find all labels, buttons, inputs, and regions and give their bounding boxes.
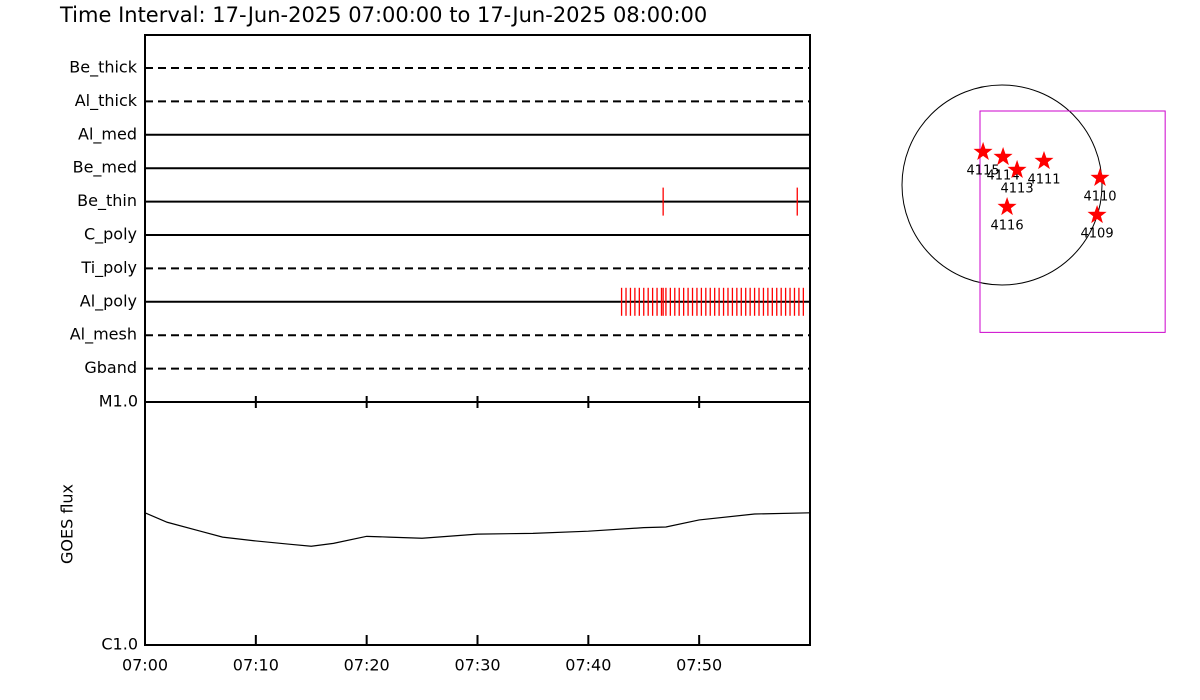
row-label: Al_poly	[80, 291, 137, 311]
row-label: Al_med	[78, 124, 137, 144]
active-region	[1034, 151, 1054, 170]
y-tick-label: M1.0	[99, 392, 138, 411]
x-tick-label: 07:40	[565, 656, 611, 675]
region-label: 4116	[991, 219, 1024, 234]
field-of-view	[979, 110, 1166, 333]
active-region	[1007, 159, 1027, 178]
x-tick-label: 07:20	[344, 656, 390, 675]
y-axis-label: GOES flux	[58, 484, 77, 564]
y-tick-label: C1.0	[101, 635, 138, 654]
chart-title: Time Interval: 17-Jun-2025 07:00:00 to 1…	[59, 3, 707, 27]
x-tick-label: 07:50	[676, 656, 722, 675]
x-tick-label: 07:00	[122, 656, 168, 675]
region-label: 4114	[987, 169, 1020, 184]
region-label: 4110	[1083, 189, 1116, 204]
active-region	[1090, 167, 1110, 186]
row-label: Ti_poly	[80, 258, 137, 278]
row-label: C_poly	[84, 225, 137, 245]
row-label: Al_thick	[75, 91, 138, 111]
x-tick-label: 07:10	[233, 656, 279, 675]
region-label: 4115	[967, 163, 1000, 178]
active-region	[973, 141, 993, 160]
region-label: 4111	[1027, 173, 1060, 188]
active-region	[997, 197, 1017, 216]
row-label: Al_mesh	[70, 325, 137, 345]
active-region	[993, 147, 1013, 166]
region-label: 4109	[1081, 227, 1114, 242]
row-label: Be_med	[73, 158, 137, 178]
row-label: Gband	[84, 358, 137, 377]
row-label: Be_thin	[77, 191, 137, 211]
solar-disk	[901, 84, 1103, 286]
region-label: 4113	[1001, 181, 1034, 196]
active-region	[1087, 205, 1107, 224]
flux-line	[144, 512, 811, 547]
x-tick-label: 07:30	[454, 656, 500, 675]
row-label: Be_thick	[69, 58, 137, 78]
